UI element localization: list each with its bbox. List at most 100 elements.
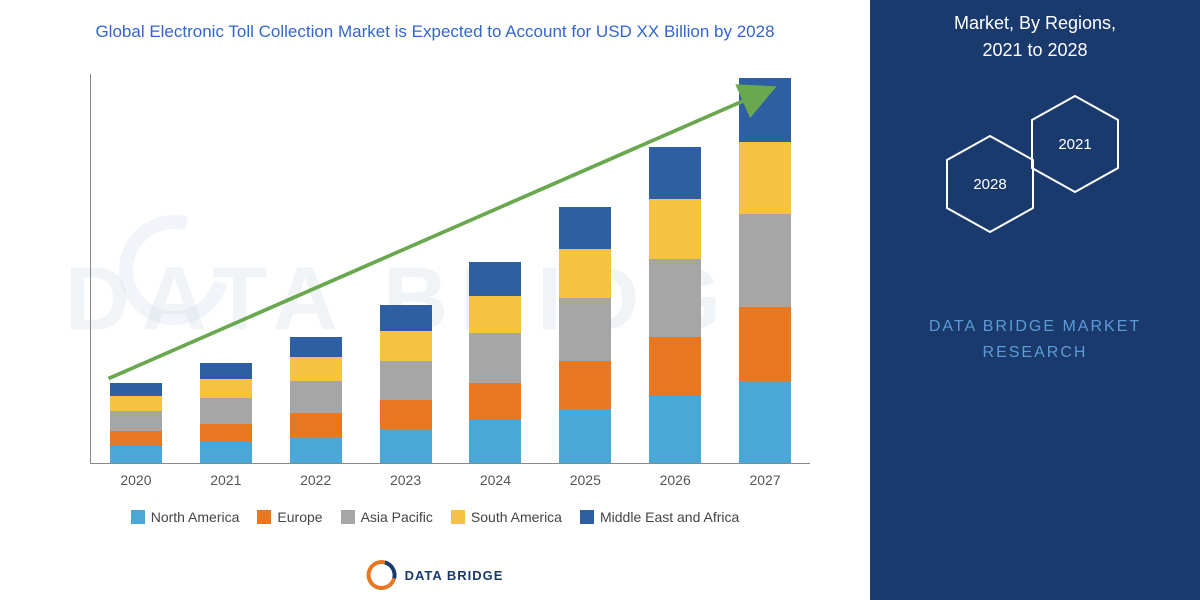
bar-segment [110,411,162,431]
bar-segment [380,429,432,462]
bar-stack [290,337,342,463]
legend: North America Europe Asia Pacific South Ame… [30,509,840,525]
bar-stack [380,305,432,463]
brand-line2: RESEARCH [983,344,1088,361]
bar-segment [380,361,432,400]
hexagon-2028: 2028 [945,134,1035,234]
bar-segment [110,383,162,396]
main-container: DATA BRIDGE Global Electronic Toll Colle… [0,0,1200,600]
bar-segment [649,337,701,396]
bar-segment [469,333,521,383]
side-panel: Market, By Regions, 2021 to 2028 2028 20… [870,0,1200,600]
legend-item: South America [451,509,562,525]
bar-segment [739,214,791,307]
x-axis-label: 2021 [196,472,256,488]
bar-segment [469,383,521,420]
bar-segment [200,379,252,398]
bar-segment [739,142,791,214]
bar-segment [290,437,342,463]
bar-segment [200,442,252,462]
legend-swatch [451,510,465,524]
bar-group: 2023 [376,305,436,463]
bar-segment [290,357,342,381]
bar-segment [469,296,521,333]
legend-item: Asia Pacific [341,509,433,525]
bar-segment [290,337,342,357]
bar-segment [290,413,342,437]
chart-wrap: 2020 2021 2022 2023 2024 2025 2026 2027 [50,64,820,494]
x-axis-label: 2026 [645,472,705,488]
bar-stack [110,383,162,463]
x-axis-label: 2023 [376,472,436,488]
bar-segment [110,396,162,411]
bar-stack [559,207,611,463]
brand-line1: DATA BRIDGE MARKET [929,318,1141,335]
bar-group: 2022 [286,337,346,463]
bar-segment [469,262,521,295]
bar-group: 2021 [196,363,256,463]
bar-segment [559,409,611,463]
footer-brand: DATA BRIDGE [367,560,504,590]
bars-container: 2020 2021 2022 2023 2024 2025 2026 2027 [90,74,810,464]
chart-area: DATA BRIDGE Global Electronic Toll Colle… [0,0,870,600]
legend-swatch [257,510,271,524]
footer-logo-icon [361,555,402,596]
side-title-line1: Market, By Regions, [954,13,1116,33]
bar-segment [739,307,791,381]
x-axis-label: 2024 [465,472,525,488]
bar-segment [380,305,432,331]
bar-segment [649,199,701,258]
x-axis-label: 2027 [735,472,795,488]
legend-label: Europe [277,509,322,525]
x-axis-label: 2022 [286,472,346,488]
legend-item: Middle East and Africa [580,509,739,525]
footer-brand-text: DATA BRIDGE [405,568,504,583]
hexagon-2021: 2021 [1030,94,1120,194]
bar-segment [649,259,701,337]
legend-swatch [131,510,145,524]
legend-swatch [341,510,355,524]
bar-segment [380,400,432,430]
hexagon-graphic: 2028 2021 [935,94,1135,254]
bar-group: 2025 [555,207,615,463]
bar-segment [469,420,521,463]
chart-title: Global Electronic Toll Collection Market… [30,20,840,44]
bar-segment [559,249,611,297]
bar-segment [649,396,701,463]
legend-swatch [580,510,594,524]
bar-segment [739,78,791,141]
side-title: Market, By Regions, 2021 to 2028 [954,10,1116,64]
legend-label: Middle East and Africa [600,509,739,525]
bar-stack [469,262,521,463]
bar-segment [200,363,252,380]
bar-segment [200,424,252,443]
hex-label-2021: 2021 [1058,136,1091,153]
bar-group: 2020 [106,383,166,463]
side-title-line2: 2021 to 2028 [982,40,1087,60]
bar-stack [200,363,252,463]
legend-label: North America [151,509,240,525]
bar-segment [290,381,342,413]
x-axis-label: 2020 [106,472,166,488]
x-axis-label: 2025 [555,472,615,488]
bar-segment [110,446,162,463]
side-brand: DATA BRIDGE MARKET RESEARCH [929,314,1141,365]
bar-group: 2026 [645,147,705,463]
legend-label: South America [471,509,562,525]
legend-label: Asia Pacific [361,509,433,525]
bar-segment [200,398,252,424]
bar-stack [649,147,701,463]
legend-item: North America [131,509,240,525]
bar-segment [559,298,611,361]
bar-group: 2024 [465,262,525,463]
bar-group: 2027 [735,78,795,462]
bar-segment [110,431,162,446]
bar-segment [380,331,432,361]
bar-segment [649,147,701,199]
bar-segment [739,381,791,463]
bar-segment [559,207,611,250]
bar-segment [559,361,611,409]
hex-label-2028: 2028 [973,176,1006,193]
legend-item: Europe [257,509,322,525]
bar-stack [739,78,791,462]
